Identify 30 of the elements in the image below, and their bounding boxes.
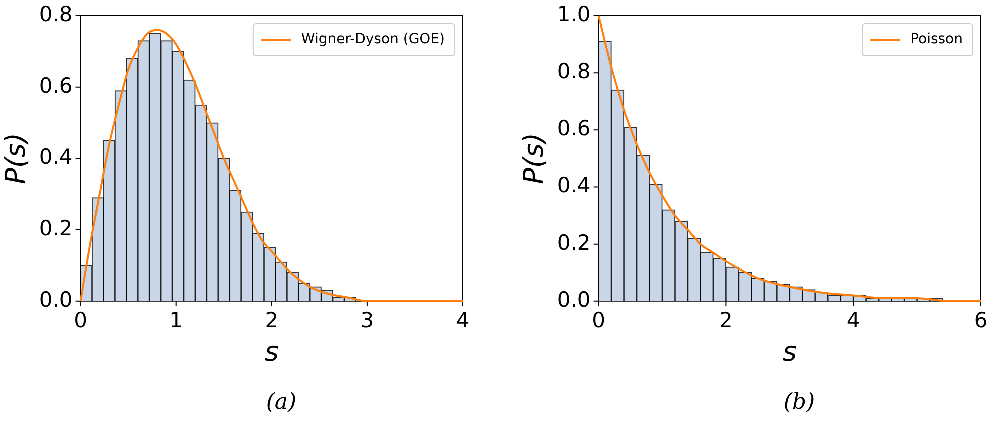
y-tick-label: 0.2 [39,216,73,241]
x-tick-label: 0 [74,308,88,332]
x-axis-title: s [782,336,797,368]
x-axis-title: s [264,336,279,368]
y-tick-label: 0.8 [557,60,591,84]
y-tick-label: 0.6 [39,74,73,98]
x-tick-label: 4 [456,308,470,332]
y-tick-label: 0.8 [39,2,73,26]
text: (a) [265,390,298,415]
y-tick-label: 0.2 [557,230,591,255]
x-tick-label: 0 [592,308,606,332]
legend-label: Poisson [910,32,964,48]
x-tick-label: 1 [170,308,184,332]
x-tick-label: 2 [720,308,733,332]
y-axis-title: P(s) [519,132,550,184]
line-series [80,29,464,302]
y-tick-label: 0.6 [557,116,591,141]
legend-label: Wigner-Dyson (GOE) [301,32,446,48]
y-axis-title: P(s) [1,132,32,184]
x-tick-label: 4 [846,308,860,332]
y-tick-label: 0.4 [557,174,591,198]
line-series [598,15,982,302]
y-tick-label: 0.0 [557,288,591,312]
y-tick-label: 1.0 [557,2,591,26]
y-tick-label: 0.0 [39,288,73,312]
x-tick-label: 3 [360,308,374,332]
x-tick-label: 6 [974,308,988,332]
text: (b) [782,390,816,415]
y-tick-label: 0.4 [39,145,73,170]
x-tick-label: 2 [265,308,279,332]
